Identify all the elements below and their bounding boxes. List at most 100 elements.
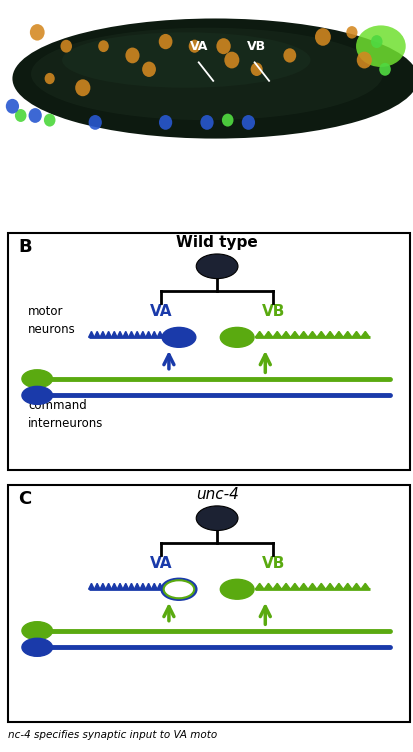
Ellipse shape xyxy=(12,19,413,138)
Circle shape xyxy=(221,114,233,126)
Text: B: B xyxy=(18,238,32,256)
Text: VB: VB xyxy=(247,40,266,53)
Polygon shape xyxy=(255,584,263,590)
Polygon shape xyxy=(145,332,151,338)
Text: nc-4 specifies synaptic input to VA moto: nc-4 specifies synaptic input to VA moto xyxy=(8,730,217,740)
Text: Wild type: Wild type xyxy=(176,235,257,250)
Circle shape xyxy=(358,54,368,65)
Circle shape xyxy=(241,115,254,130)
Circle shape xyxy=(163,581,194,599)
Circle shape xyxy=(250,63,262,76)
Polygon shape xyxy=(88,332,94,338)
Polygon shape xyxy=(263,332,272,338)
Ellipse shape xyxy=(62,32,310,88)
Circle shape xyxy=(162,327,195,347)
Polygon shape xyxy=(334,332,342,338)
Circle shape xyxy=(143,63,154,75)
Polygon shape xyxy=(272,584,281,590)
Text: A: A xyxy=(7,9,21,27)
Circle shape xyxy=(215,38,231,55)
Polygon shape xyxy=(117,332,123,338)
Polygon shape xyxy=(272,332,281,338)
Polygon shape xyxy=(88,584,94,590)
Polygon shape xyxy=(360,584,369,590)
Polygon shape xyxy=(342,332,351,338)
Polygon shape xyxy=(140,332,145,338)
Circle shape xyxy=(188,39,201,53)
Polygon shape xyxy=(307,332,316,338)
Circle shape xyxy=(159,115,172,130)
Circle shape xyxy=(223,51,239,68)
Polygon shape xyxy=(325,584,334,590)
Circle shape xyxy=(88,115,102,130)
Circle shape xyxy=(127,50,138,62)
Polygon shape xyxy=(263,584,272,590)
Polygon shape xyxy=(316,332,325,338)
Polygon shape xyxy=(140,584,145,590)
Text: VB: VB xyxy=(261,556,284,571)
Polygon shape xyxy=(281,332,290,338)
Text: VA: VA xyxy=(189,40,207,53)
Polygon shape xyxy=(299,584,307,590)
Polygon shape xyxy=(255,332,263,338)
Polygon shape xyxy=(145,584,151,590)
Circle shape xyxy=(31,26,43,39)
Circle shape xyxy=(314,28,330,46)
Circle shape xyxy=(44,114,55,126)
Polygon shape xyxy=(325,332,334,338)
Circle shape xyxy=(370,35,382,48)
Ellipse shape xyxy=(31,28,382,120)
Text: VB: VB xyxy=(261,304,284,319)
Circle shape xyxy=(28,108,42,123)
Polygon shape xyxy=(334,584,342,590)
Circle shape xyxy=(22,387,52,405)
Polygon shape xyxy=(290,332,299,338)
Polygon shape xyxy=(111,584,117,590)
Polygon shape xyxy=(100,584,105,590)
Circle shape xyxy=(220,327,254,347)
Text: unc-4: unc-4 xyxy=(195,487,238,502)
Circle shape xyxy=(378,63,390,76)
Circle shape xyxy=(6,99,19,114)
Text: motor
neurons: motor neurons xyxy=(28,305,76,336)
Polygon shape xyxy=(281,584,290,590)
Polygon shape xyxy=(151,332,157,338)
Polygon shape xyxy=(157,584,162,590)
Circle shape xyxy=(196,506,237,530)
Polygon shape xyxy=(100,332,105,338)
Circle shape xyxy=(282,48,296,63)
Circle shape xyxy=(162,579,195,599)
Polygon shape xyxy=(105,584,111,590)
Circle shape xyxy=(97,38,110,54)
Polygon shape xyxy=(123,332,128,338)
Circle shape xyxy=(74,79,91,97)
Circle shape xyxy=(59,38,73,54)
Polygon shape xyxy=(342,584,351,590)
Circle shape xyxy=(15,109,26,122)
Polygon shape xyxy=(123,584,128,590)
Polygon shape xyxy=(151,584,157,590)
Circle shape xyxy=(220,579,254,599)
Polygon shape xyxy=(360,332,369,338)
Polygon shape xyxy=(157,332,162,338)
Polygon shape xyxy=(351,584,360,590)
Polygon shape xyxy=(105,332,111,338)
Polygon shape xyxy=(290,584,299,590)
Polygon shape xyxy=(117,584,123,590)
Polygon shape xyxy=(299,332,307,338)
Polygon shape xyxy=(94,332,100,338)
Ellipse shape xyxy=(355,26,405,67)
Text: VA: VA xyxy=(149,304,172,319)
Circle shape xyxy=(160,36,170,47)
Polygon shape xyxy=(134,584,140,590)
Circle shape xyxy=(22,638,52,656)
Polygon shape xyxy=(94,584,100,590)
Polygon shape xyxy=(134,332,140,338)
Polygon shape xyxy=(128,584,134,590)
Circle shape xyxy=(42,70,57,87)
Text: VA: VA xyxy=(149,556,172,571)
Circle shape xyxy=(345,26,357,39)
Text: C: C xyxy=(18,490,31,508)
Circle shape xyxy=(196,254,237,278)
Circle shape xyxy=(22,370,52,388)
